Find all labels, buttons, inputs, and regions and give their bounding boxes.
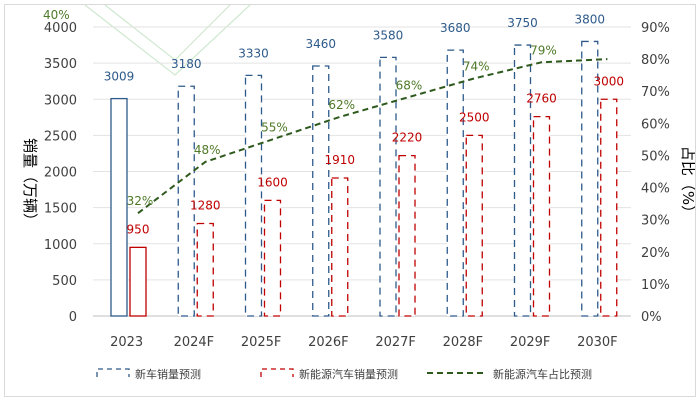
y2-tick-label: 90%	[641, 21, 670, 36]
new-car-value-label: 3750	[507, 16, 538, 30]
data-labels: 3009 950 3180 1280 3330 1600 3460 1910 3580 2220 3…	[104, 12, 624, 236]
legend-label: 新车销量预测	[135, 367, 201, 381]
nev-bar	[263, 199, 282, 317]
sales-forecast-chart: 0 500 1000 1500 2000 2500 3000 3500 4000 0% 10% 20…	[21, 4, 697, 381]
nev-bar	[465, 134, 483, 317]
new-car-value-label: 3800	[574, 12, 605, 26]
nev-value-label: 2760	[526, 92, 557, 106]
y2-tick-label: 30%	[641, 214, 670, 229]
share-line-path	[137, 58, 608, 214]
y2-tick-label: 10%	[641, 278, 670, 293]
left-axis-ticks: 0 500 1000 1500 2000 2500 3000 3500 4000	[44, 21, 77, 325]
nev-value-label: 1910	[324, 153, 355, 167]
legend-label: 新能源汽车占比预测	[493, 367, 592, 381]
new-car-value-label: 3680	[440, 21, 471, 35]
y-tick-label: 3000	[44, 93, 77, 108]
category-label: 2026F	[308, 335, 349, 350]
y2-tick-label: 50%	[641, 149, 670, 164]
new-car-value-label: 3580	[373, 28, 404, 42]
category-label: 2028F	[443, 335, 484, 350]
share-value-label: 32%	[127, 194, 154, 208]
corner-label: 40%	[43, 8, 70, 22]
category-label: 2029F	[510, 335, 551, 350]
new-car-bar	[244, 74, 263, 317]
share-value-label: 48%	[194, 143, 221, 157]
legend-swatch	[260, 368, 294, 377]
new-car-value-label: 3180	[171, 57, 202, 71]
y-axis-title: 销量（万辆）	[21, 138, 39, 228]
y2-tick-label: 70%	[641, 85, 670, 100]
category-labels: 2023 2024F 2025F 2026F 2027F 2028F 2029F 2030F	[110, 335, 618, 350]
new-car-bar	[513, 44, 532, 317]
legend-label: 新能源汽车销量预测	[299, 367, 398, 381]
category-label: 2024F	[174, 335, 215, 350]
new-car-bar	[110, 97, 128, 317]
bars	[110, 40, 618, 317]
nev-value-label: 1280	[190, 199, 221, 213]
y-tick-label: 500	[52, 274, 77, 289]
y-tick-label: 2000	[44, 166, 77, 181]
y-tick-label: 4000	[44, 21, 77, 36]
new-car-bar	[379, 56, 397, 317]
category-label: 2023	[110, 335, 143, 350]
legend: 新车销量预测 新能源汽车销量预测 新能源汽车占比预测	[96, 367, 592, 381]
nev-value-label: 950	[127, 222, 150, 236]
share-value-label: 68%	[396, 79, 423, 93]
y-tick-label: 0	[69, 310, 77, 325]
share-value-label: 62%	[328, 98, 355, 112]
nev-bar	[331, 177, 349, 317]
y2-tick-label: 20%	[641, 246, 670, 261]
y2-tick-label: 0%	[641, 310, 662, 325]
nev-value-label: 1600	[257, 175, 288, 189]
chart-frame: 0 500 1000 1500 2000 2500 3000 3500 4000 0% 10% 20…	[4, 4, 697, 397]
share-line	[137, 58, 608, 214]
new-car-value-label: 3330	[238, 46, 269, 60]
new-car-value-label: 3460	[305, 37, 336, 51]
legend-swatch	[96, 368, 130, 377]
nev-value-label: 2220	[392, 131, 423, 145]
nev-bar	[196, 222, 214, 317]
nev-bar	[398, 154, 416, 317]
category-label: 2025F	[241, 335, 282, 350]
new-car-value-label: 3009	[104, 70, 135, 84]
category-label: 2030F	[577, 335, 618, 350]
y2-tick-label: 60%	[641, 117, 670, 132]
share-value-label: 79%	[530, 43, 557, 57]
new-car-bar	[446, 49, 464, 317]
watermark-graphic	[84, 4, 251, 76]
y-tick-label: 2500	[44, 129, 77, 144]
y2-tick-label: 80%	[641, 53, 670, 68]
y-tick-label: 1000	[44, 238, 77, 253]
category-label: 2027F	[375, 335, 416, 350]
nev-value-label: 2500	[459, 110, 490, 124]
new-car-bar	[581, 40, 599, 317]
new-car-bar	[312, 65, 330, 317]
nev-bar	[600, 98, 618, 317]
y-tick-label: 3500	[44, 57, 77, 72]
y2-axis-title: 占比（%）	[679, 146, 695, 220]
y2-tick-label: 40%	[641, 182, 670, 197]
nev-value-label: 3000	[593, 74, 624, 88]
share-value-label: 74%	[463, 59, 490, 73]
share-value-label: 55%	[261, 120, 288, 134]
nev-bar	[129, 246, 147, 317]
y-tick-label: 1500	[44, 202, 77, 217]
new-car-bar	[177, 85, 195, 317]
right-axis-ticks: 0% 10% 20% 30% 40% 50% 60% 70% 80% 90%	[641, 21, 670, 325]
nev-bar	[532, 115, 551, 317]
